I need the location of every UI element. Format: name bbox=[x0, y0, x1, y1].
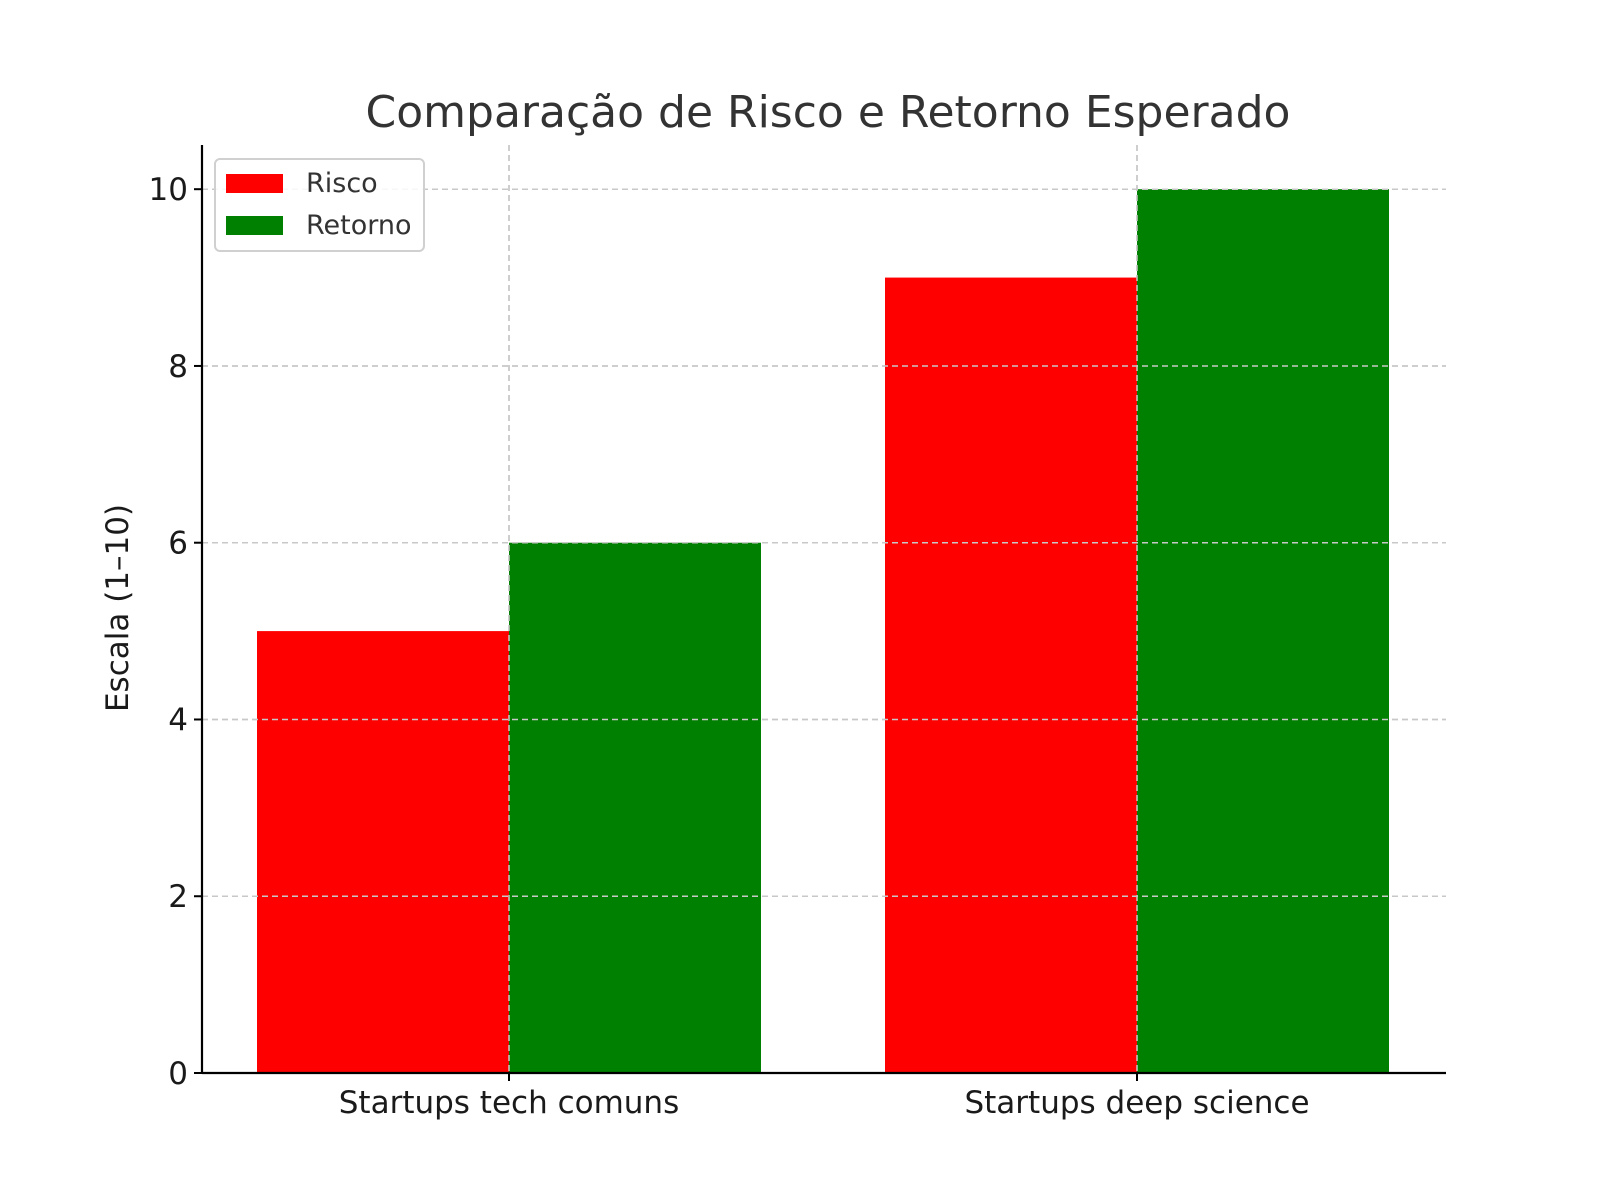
y-tick-label: 4 bbox=[168, 702, 188, 738]
bar-retorno bbox=[1137, 189, 1389, 1073]
x-ticks: Startups tech comuns Startups deep scienc… bbox=[339, 1073, 1310, 1121]
axes bbox=[200, 145, 1446, 1075]
legend-label-retorno: Retorno bbox=[306, 210, 412, 241]
y-tick-label: 10 bbox=[149, 172, 188, 208]
y-tick-label: 8 bbox=[168, 349, 188, 385]
y-tick-label: 0 bbox=[168, 1056, 188, 1092]
v-grid-overlay bbox=[508, 145, 1138, 1073]
legend-label-risco: Risco bbox=[306, 168, 378, 199]
y-ticks: 0 2 4 6 8 10 bbox=[149, 172, 202, 1092]
legend-swatch-retorno bbox=[226, 216, 283, 235]
bar-risco bbox=[257, 631, 509, 1073]
x-tick-label: Startups tech comuns bbox=[339, 1085, 680, 1121]
bar-risco bbox=[885, 277, 1137, 1074]
legend: Risco Retorno bbox=[214, 158, 425, 252]
x-tick-label: Startups deep science bbox=[964, 1085, 1309, 1121]
bars bbox=[202, 145, 1446, 1074]
y-tick-label: 6 bbox=[168, 526, 188, 562]
y-tick-label: 2 bbox=[168, 879, 188, 915]
bar-retorno bbox=[509, 542, 761, 1073]
chart-title: Comparação de Risco e Retorno Esperado bbox=[366, 87, 1291, 138]
legend-swatch-risco bbox=[226, 174, 283, 193]
y-axis-label: Escala (1–10) bbox=[100, 504, 136, 712]
